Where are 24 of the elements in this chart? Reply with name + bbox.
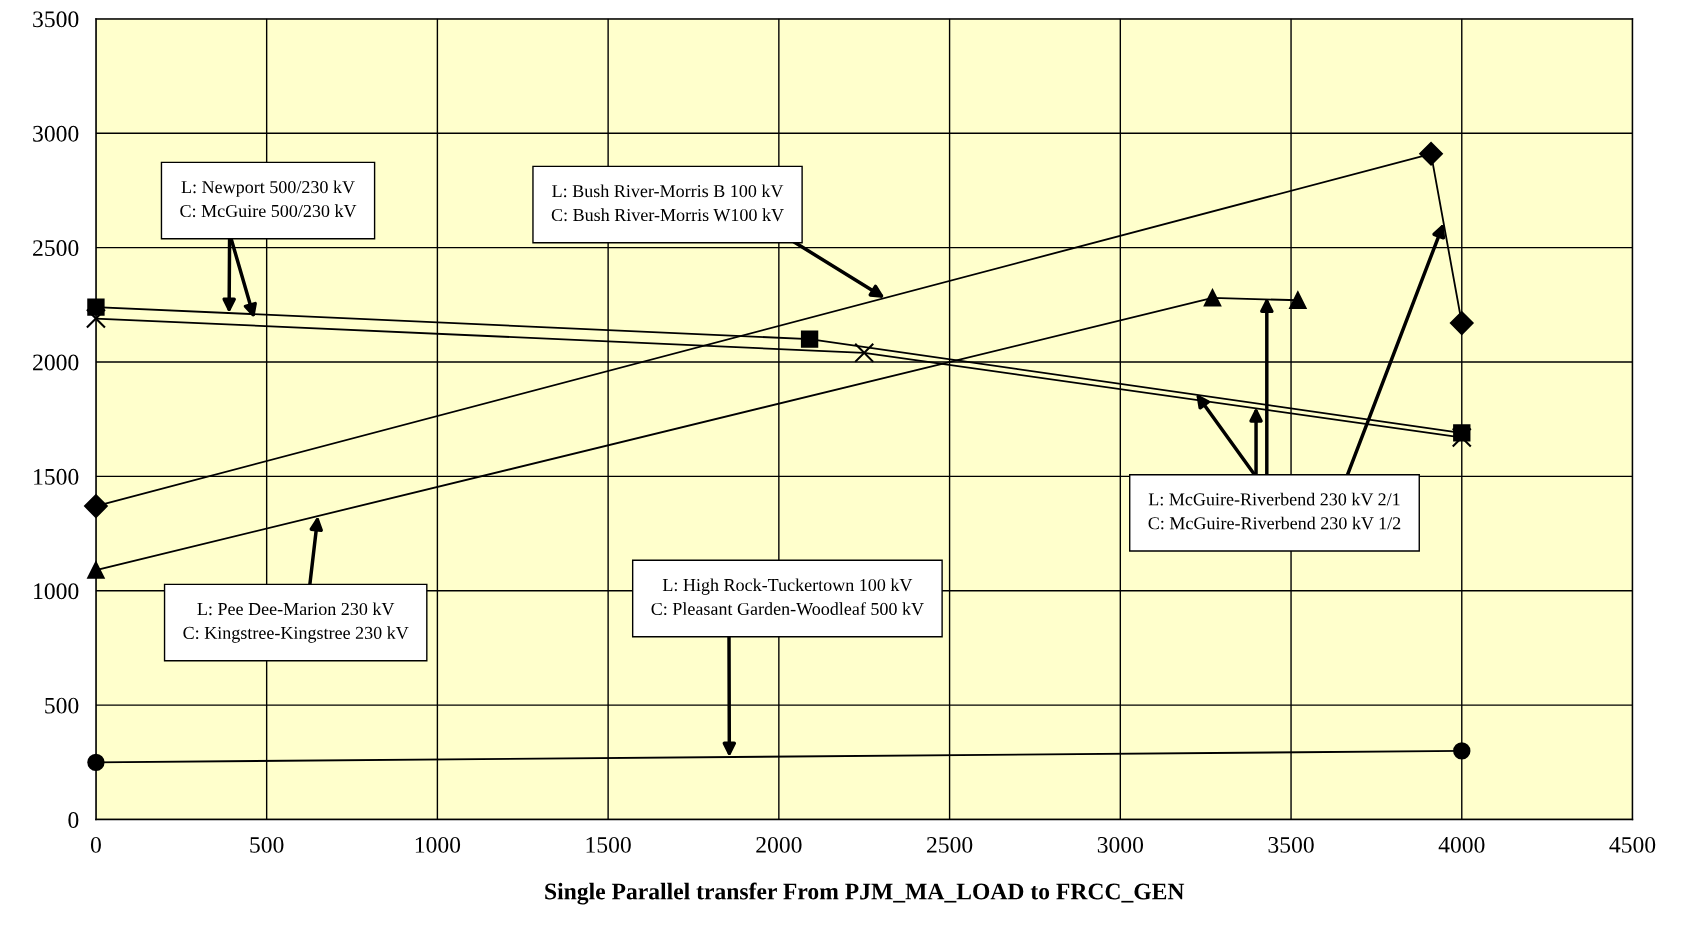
y-tick-label: 3500 xyxy=(33,11,79,28)
x-tick-label: 2500 xyxy=(927,836,973,853)
y-tick-label: 1000 xyxy=(34,583,79,600)
x-tick-label: 2000 xyxy=(756,836,802,853)
annotation: L: Bush River-Morris B 100 kV C: Bush River-Morris W100 kV xyxy=(551,184,784,222)
annotation: L: High Rock-Tuckertown 100 kV C: Pleasant Garden-Woodleaf 500 kV xyxy=(651,578,924,616)
x-axis-title: Single Parallel transfer From PJM_MA_LOAD to FRCC_GEN xyxy=(545,882,1185,905)
y-tick-label: 2500 xyxy=(33,240,79,257)
y-tick-label: 2000 xyxy=(33,354,79,371)
x-tick-label: 0 xyxy=(90,836,101,853)
annotation: L: Pee Dee-Marion 230 kV C: Kingstree-Kingstree 230 kV xyxy=(183,602,409,643)
x-tick-label: 1500 xyxy=(586,836,631,853)
x-tick-label: 4000 xyxy=(1438,836,1485,853)
y-tick-label: 3000 xyxy=(33,125,79,142)
annotation: L: Newport 500/230 kV C: McGuire 500/230 kV xyxy=(180,180,357,218)
annotation: L: McGuire-Riverbend 230 kV 2/1 C: McGuire-Riverbend 230 kV 1/2 xyxy=(1148,492,1401,530)
x-tick-label: 500 xyxy=(250,836,284,853)
y-tick-label: 0 xyxy=(68,812,79,828)
x-tick-label: 3000 xyxy=(1097,836,1144,853)
x-tick-label: 3500 xyxy=(1268,836,1314,853)
y-tick-label: 1500 xyxy=(34,468,79,485)
y-tick-label: 500 xyxy=(45,697,79,714)
x-tick-label: 1000 xyxy=(415,836,461,853)
x-tick-label: 4500 xyxy=(1609,836,1656,853)
